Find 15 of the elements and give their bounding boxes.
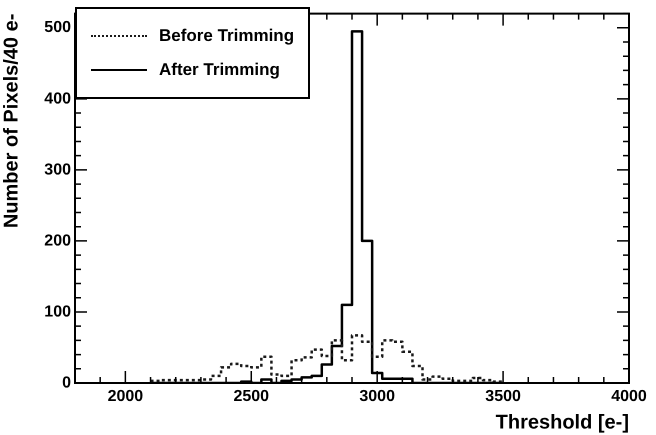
y-tick-label: 400 (44, 90, 72, 108)
x-tick-label: 3500 (485, 388, 521, 406)
y-tick-label: 0 (62, 374, 72, 392)
legend-label: After Trimming (159, 60, 280, 80)
x-tick-label: 4000 (611, 388, 647, 406)
y-tick-label: 500 (44, 19, 72, 36)
x-axis-title: Threshold [e-] (496, 412, 629, 434)
legend-label: Before Trimming (159, 26, 294, 46)
x-tick-label: 2000 (108, 388, 144, 406)
x-tick-label: 2500 (233, 388, 270, 406)
x-tick-label: 3000 (359, 388, 396, 406)
y-tick-label: 100 (44, 303, 72, 320)
y-tick-label: 300 (44, 161, 72, 178)
y-tick-label: 200 (44, 232, 72, 250)
y-axis-title: Number of Pixels/40 e- (0, 14, 23, 228)
